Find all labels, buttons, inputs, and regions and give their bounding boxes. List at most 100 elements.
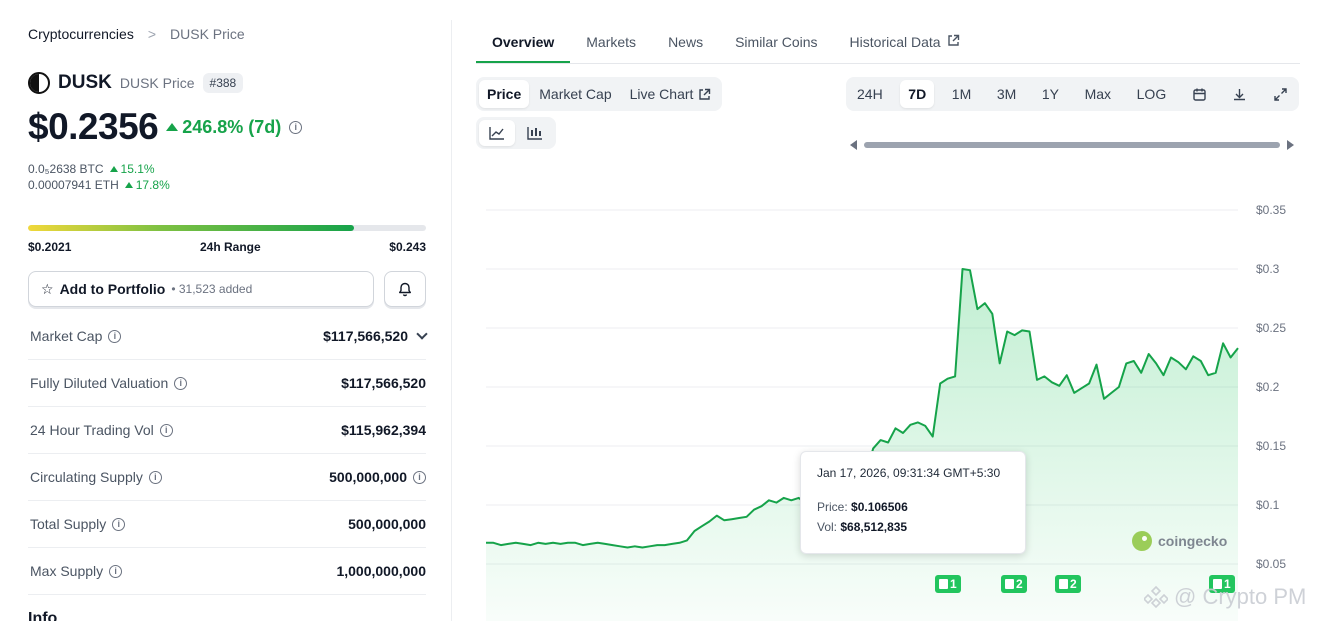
price-row: $0.2356 246.8% (7d) i <box>28 106 303 148</box>
stat-value[interactable]: $117,566,520 <box>323 328 428 344</box>
download-button[interactable] <box>1224 81 1255 108</box>
stat-label-text: Max Supply <box>30 563 104 579</box>
info-icon[interactable]: i <box>109 564 123 578</box>
tooltip-volume-row: Vol: $68,512,835 <box>817 520 1009 534</box>
mode-market-cap-button[interactable]: Market Cap <box>539 86 612 102</box>
stat-row-fdv: Fully Diluted Valuation i $117,566,520 <box>28 360 426 407</box>
y-tick-label: $0.1 <box>1256 498 1280 512</box>
fullscreen-button[interactable] <box>1265 81 1296 108</box>
tab-news[interactable]: News <box>668 34 704 50</box>
stat-label: Total Supply i <box>30 516 126 532</box>
up-arrow-icon <box>124 182 133 188</box>
tooltip-vol-value: $68,512,835 <box>840 520 908 534</box>
y-tick-label: $0.25 <box>1256 321 1286 335</box>
stat-row-trading-vol: 24 Hour Trading Vol i $115,962,394 <box>28 407 426 454</box>
tooltip-price-row: Price: $0.106506 <box>817 500 1009 514</box>
breadcrumb-separator: > <box>147 26 157 42</box>
chevron-down-icon <box>416 328 428 340</box>
bell-icon <box>399 282 411 296</box>
news-count: 2 <box>1016 577 1023 591</box>
info-icon[interactable]: i <box>159 423 173 437</box>
stat-value-text: 500,000,000 <box>329 469 407 485</box>
current-price: $0.2356 <box>28 106 159 147</box>
info-icon[interactable]: i <box>174 376 188 390</box>
tooltip-price-value: $0.106506 <box>851 500 908 514</box>
tab-historical-data[interactable]: Historical Data <box>834 24 976 63</box>
tab-overview[interactable]: Overview <box>476 24 571 63</box>
chart-navigator-scrollbar[interactable] <box>848 140 1296 150</box>
star-icon: ☆ <box>41 280 54 297</box>
price-alert-button[interactable] <box>384 271 426 307</box>
tab-similar-coins[interactable]: Similar Coins <box>735 34 818 50</box>
stat-label-text: Market Cap <box>30 328 103 344</box>
candlestick-icon <box>527 127 542 140</box>
stat-value: $117,566,520 <box>341 375 426 391</box>
chart-tooltip: Jan 17, 2026, 09:31:34 GMT+5:30 Price: $… <box>800 451 1026 554</box>
price-change: 246.8% (7d) <box>166 117 281 138</box>
breadcrumb-root-link[interactable]: Cryptocurrencies <box>28 26 134 42</box>
info-icon[interactable]: i <box>289 120 303 134</box>
stat-value: 500,000,000 <box>348 516 426 532</box>
mode-price-button[interactable]: Price <box>479 80 530 108</box>
news-marker[interactable]: 1 <box>1209 575 1235 593</box>
info-icon[interactable]: i <box>148 470 162 484</box>
log-scale-button[interactable]: LOG <box>1136 86 1167 102</box>
range-3m-button[interactable]: 3M <box>996 86 1017 102</box>
breadcrumb-current: DUSK Price <box>170 26 245 42</box>
mode-live-chart-button[interactable]: Live Chart <box>622 80 720 108</box>
news-icon <box>1059 579 1068 589</box>
scrollbar-thumb[interactable] <box>864 142 1280 148</box>
scroll-right-icon[interactable] <box>1287 140 1294 150</box>
range-24h-button[interactable]: 24H <box>857 86 883 102</box>
stat-label: Fully Diluted Valuation i <box>30 375 188 391</box>
coin-summary-panel: Cryptocurrencies > DUSK Price DUSK DUSK … <box>28 0 428 621</box>
coin-tabs: Overview Markets News Similar Coins Hist… <box>476 24 1300 64</box>
info-icon[interactable]: i <box>108 329 122 343</box>
news-marker[interactable]: 2 <box>1001 575 1027 593</box>
info-icon[interactable]: i <box>413 470 426 484</box>
stat-row-market-cap: Market Cap i $117,566,520 <box>28 313 428 360</box>
range-labels: $0.2021 24h Range $0.243 <box>28 240 426 254</box>
coin-header: DUSK DUSK Price #388 <box>28 72 244 94</box>
stat-row-max-supply: Max Supply i 1,000,000,000 <box>28 548 426 595</box>
line-chart-button[interactable] <box>479 120 515 146</box>
breadcrumb: Cryptocurrencies > DUSK Price <box>28 26 245 42</box>
stat-label-text: Circulating Supply <box>30 469 143 485</box>
range-1m-button[interactable]: 1M <box>951 86 972 102</box>
candlestick-chart-button[interactable] <box>517 120 553 146</box>
range-low: $0.2021 <box>28 240 72 254</box>
eth-price: 0.00007941 ETH 17.8% <box>28 178 170 192</box>
info-heading: Info <box>28 610 58 621</box>
range-7d-button[interactable]: 7D <box>900 80 935 108</box>
stat-row-total-supply: Total Supply i 500,000,000 <box>28 501 426 548</box>
calendar-button[interactable] <box>1184 81 1215 108</box>
add-to-portfolio-button[interactable]: ☆ Add to Portfolio • 31,523 added <box>28 271 374 307</box>
tab-markets[interactable]: Markets <box>586 34 637 50</box>
news-marker[interactable]: 2 <box>1055 575 1081 593</box>
price-chart[interactable]: $0.35 $0.3 $0.25 $0.2 $0.15 $0.1 $0.05 <box>486 190 1316 621</box>
range-bar-fill <box>28 225 355 231</box>
add-to-portfolio-label: Add to Portfolio <box>59 281 166 297</box>
stat-value: 500,000,000 i <box>329 469 426 485</box>
dusk-logo-icon <box>28 72 50 94</box>
range-max-button[interactable]: Max <box>1084 86 1112 102</box>
stat-row-circulating-supply: Circulating Supply i 500,000,000 i <box>28 454 426 501</box>
price-change-value: 246.8% (7d) <box>182 116 282 137</box>
btc-change: 15.1% <box>109 162 155 176</box>
coingecko-wordmark: coingecko <box>1158 533 1228 549</box>
binance-logo-icon <box>1144 585 1168 609</box>
tooltip-price-label: Price: <box>817 500 848 514</box>
stat-value: 1,000,000,000 <box>336 563 426 579</box>
info-icon[interactable]: i <box>112 517 126 531</box>
range-1y-button[interactable]: 1Y <box>1041 86 1059 102</box>
panel-divider <box>451 20 452 621</box>
calendar-icon <box>1193 88 1206 101</box>
news-icon <box>939 579 948 589</box>
chart-mode-selector: Price Market Cap Live Chart <box>476 77 723 111</box>
news-marker[interactable]: 1 <box>935 575 961 593</box>
coin-subtitle: DUSK Price <box>119 75 195 91</box>
news-icon <box>1213 579 1222 589</box>
stat-label-text: 24 Hour Trading Vol <box>30 422 154 438</box>
up-arrow-icon <box>166 123 179 131</box>
scroll-left-icon[interactable] <box>850 140 857 150</box>
